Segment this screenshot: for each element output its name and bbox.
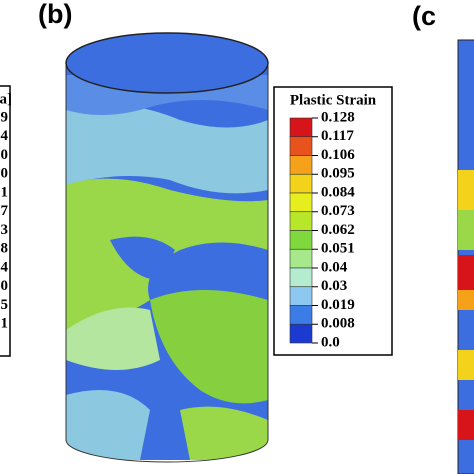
legend-label: 0.051 (321, 241, 355, 257)
legend-label: 0.117 (321, 128, 354, 144)
left-legend: a] 9 4 0 0 1 7 3 8 4 0 5 1 (0, 91, 12, 331)
legend-label: 4 (1, 259, 9, 275)
cylinder-partial (457, 39, 474, 474)
color-bin (289, 136, 313, 156)
color-bin (289, 230, 313, 250)
legend: Plastic Strain 0.128 0.117 0.106 0.095 0.084… (289, 92, 377, 350)
legend-label: 1 (1, 316, 9, 332)
color-bin (289, 211, 313, 231)
panel-label: (b) (38, 0, 72, 29)
legend-label: 7 (1, 203, 9, 219)
legend-frame (0, 85, 11, 357)
color-bin (289, 305, 313, 325)
color-bin (289, 192, 313, 213)
color-bin (289, 323, 313, 344)
color-bin (289, 173, 313, 194)
legend-label: 0.062 (321, 222, 355, 238)
legend-label: 0.073 (321, 203, 355, 219)
cylinder (65, 32, 269, 463)
color-bin (289, 155, 313, 175)
legend-label: 9 (1, 109, 9, 125)
legend-label: 3 (1, 222, 9, 238)
legend-label: 0.128 (321, 109, 355, 125)
legend-label: 4 (1, 128, 9, 144)
legend-label: 0.084 (321, 184, 355, 200)
color-bin (289, 248, 313, 269)
legend-label: 0 (1, 278, 9, 294)
legend-title: Plastic Strain (290, 92, 377, 108)
color-bin (289, 117, 313, 138)
legend-label: 5 (1, 297, 9, 313)
legend-label: 0 (1, 147, 9, 163)
legend-label: 0 (1, 166, 9, 182)
legend-label: 8 (1, 241, 9, 257)
panel-label: (c (412, 1, 436, 31)
legend-label: 0.03 (321, 278, 347, 294)
legend-label: 0.008 (321, 316, 355, 332)
legend-label: 1 (1, 184, 9, 200)
legend-label: 0.04 (321, 259, 348, 275)
legend-label: 0.0 (321, 334, 340, 350)
legend-label: 0.095 (321, 166, 355, 182)
legend-label: 0.106 (321, 147, 355, 163)
legend-title: a] (0, 91, 12, 107)
color-bin (289, 286, 313, 306)
legend-label: 0.019 (321, 297, 355, 313)
color-bin (289, 267, 313, 288)
